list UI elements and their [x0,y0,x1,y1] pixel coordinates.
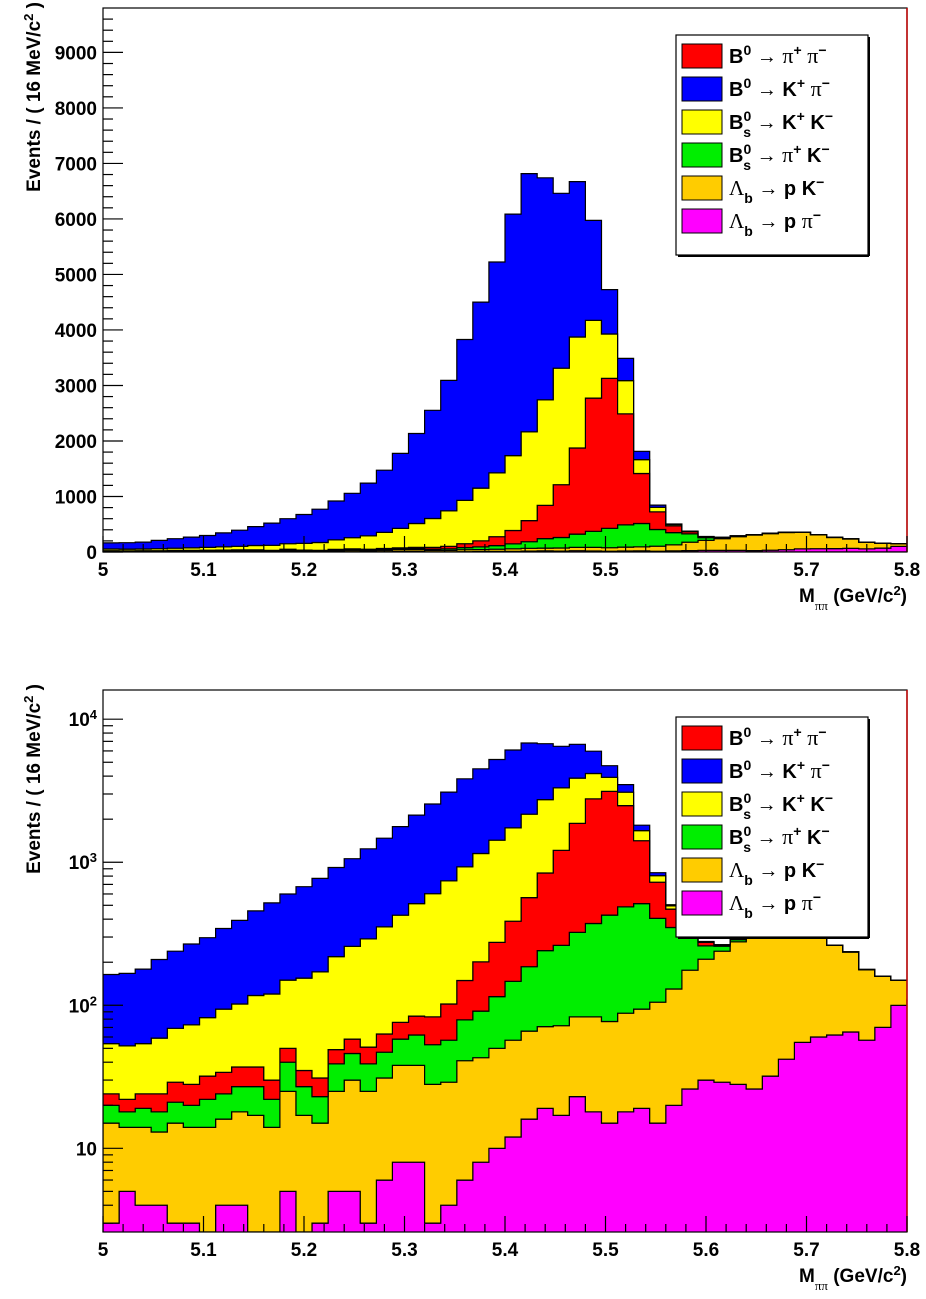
y-tick-label: 1000 [55,487,97,508]
legend-entry: B0 → K+ π− [729,757,830,783]
x-tick-label: 5.1 [190,1240,217,1261]
log-panel: 5 5.1 5.2 5.3 5.4 5.5 5.6 5.7 5.8 10 102 103 104 Mππ … [21,684,921,1293]
legend-swatch [681,76,723,102]
x-tick-label: 5.2 [291,1240,317,1261]
y-axis: 10 102 103 104 [69,707,123,1224]
y-tick-label: 4000 [55,321,97,342]
x-tick-label: 5.4 [492,560,519,581]
linear-panel: 5 5.1 5.2 5.3 5.4 5.5 5.6 5.7 5.8 0 1000 2000 3000 40… [21,2,921,613]
legend-swatch [681,208,723,234]
x-tick-label: 5 [98,560,109,581]
y-axis-title: Events / ( 16 MeV/c2 ) [21,2,46,192]
legend-entry: B0 → π+ π− [729,724,827,750]
x-tick-label: 5.5 [592,560,619,581]
legend-swatch [681,758,723,784]
legend-entry: B0 → K+ π− [729,75,830,101]
x-axis-title: Mππ (GeV/c2) [799,583,907,613]
y-tick-label: 7000 [55,154,97,175]
x-tick-label: 5 [98,1240,109,1261]
legend-entry: B0 s → K+ K− [729,108,833,140]
x-axis: 5 5.1 5.2 5.3 5.4 5.5 5.6 5.7 5.8 [98,1216,920,1261]
y-tick-label: 104 [69,707,98,732]
y-tick-label: 2000 [55,432,97,453]
legend: B0 → π+ π− B0 → K+ π− B0 s → K+ K−B0 s → π+ … [675,34,870,257]
legend-entry: Λb → p K− [729,174,824,206]
legend-swatch [681,142,723,168]
x-tick-label: 5.3 [391,1240,417,1261]
legend-entry: Λb → p π− [729,207,821,239]
legend-swatch [681,109,723,135]
y-tick-label: 102 [69,993,97,1018]
histogram-stack [103,742,907,1232]
legend-entry: Λb → p π− [729,889,821,921]
y-axis-title: Events / ( 16 MeV/c2 ) [21,684,46,874]
legend-entry: B0 → π+ π− [729,42,827,68]
x-tick-label: 5.8 [894,1240,920,1261]
y-tick-label: 8000 [55,99,97,120]
legend-swatch [681,857,723,883]
legend-swatch [681,725,723,751]
y-tick-label: 10 [76,1139,97,1160]
y-tick-label: 5000 [55,265,97,286]
legend-swatch [681,824,723,850]
legend: B0 → π+ π− B0 → K+ π− B0 s → K+ K−B0 s → π+ … [675,716,870,939]
x-tick-label: 5.7 [793,560,819,581]
x-tick-label: 5.1 [190,560,217,581]
y-tick-label: 103 [69,850,97,875]
legend-swatch [681,791,723,817]
y-tick-label: 9000 [55,43,97,64]
x-tick-label: 5.4 [492,1240,519,1261]
legend-entry: Λb → p K− [729,856,824,888]
legend-swatch [681,890,723,916]
series-area-5 [103,742,907,1047]
legend-entry: B0 s → K+ K− [729,790,833,822]
y-axis: 0 1000 2000 3000 4000 5000 6000 7000 8000 9000 [55,18,123,564]
x-tick-label: 5.6 [693,1240,719,1261]
y-tick-label: 0 [86,543,97,564]
x-axis-title: Mππ (GeV/c2) [799,1263,907,1293]
y-tick-label: 3000 [55,376,97,397]
legend-entry: B0 s → π+ K− [729,141,830,173]
legend-swatch [681,175,723,201]
y-tick-label: 6000 [55,210,97,231]
series-area-5 [103,173,907,550]
x-tick-label: 5.3 [391,560,417,581]
x-axis: 5 5.1 5.2 5.3 5.4 5.5 5.6 5.7 5.8 [98,536,920,581]
x-tick-label: 5.7 [793,1240,819,1261]
legend-entry: B0 s → π+ K− [729,823,830,855]
x-tick-label: 5.6 [693,560,719,581]
x-tick-label: 5.5 [592,1240,619,1261]
x-tick-label: 5.8 [894,560,920,581]
x-tick-label: 5.2 [291,560,317,581]
legend-swatch [681,43,723,69]
